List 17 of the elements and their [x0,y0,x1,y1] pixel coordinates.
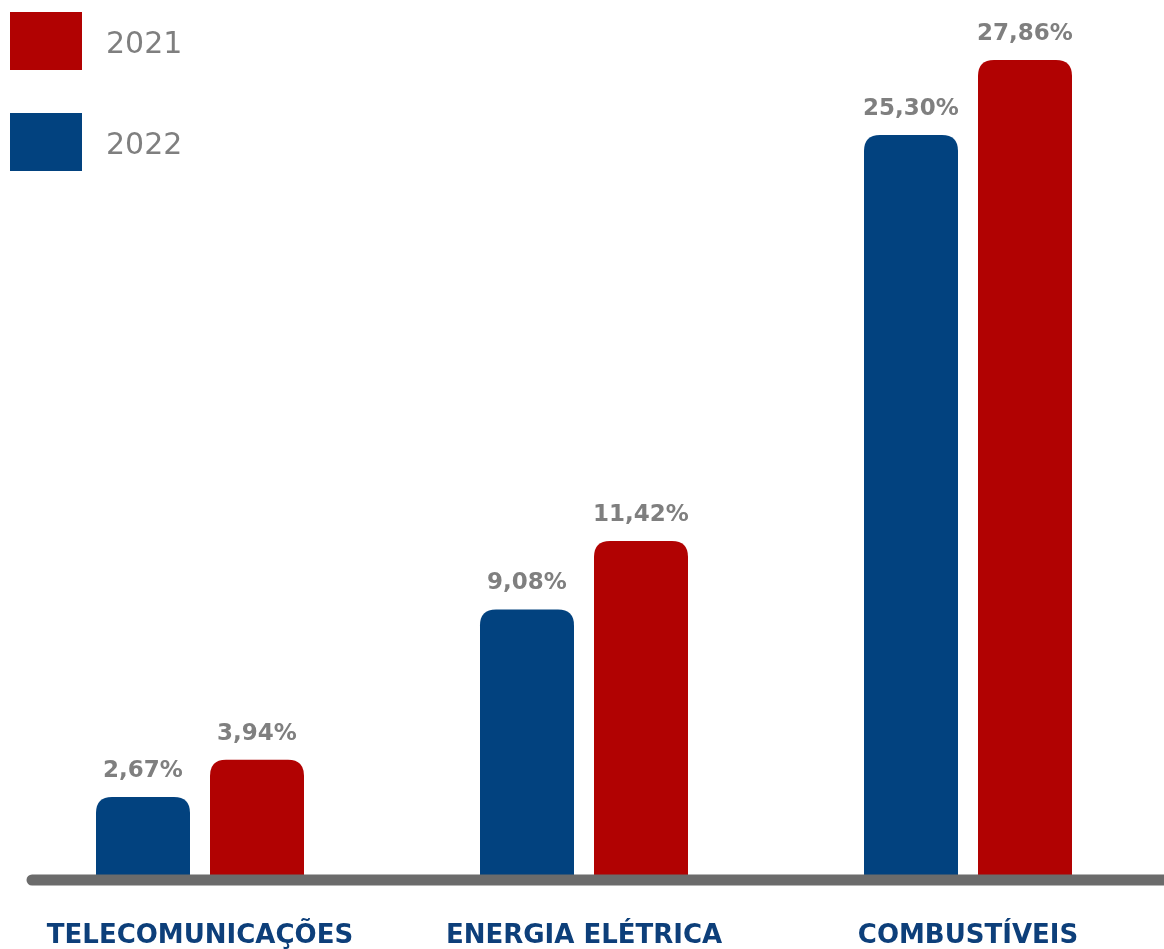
data-label: 11,42% [593,499,689,526]
bar [210,759,304,875]
bar [864,134,958,875]
data-label: 2,67% [103,755,183,782]
data-label: 27,86% [977,19,1073,45]
x-tick-label: COMBUSTÍVEIS [857,918,1079,949]
x-tick-label: TELECOMUNICAÇÕES [46,918,354,949]
x-tick-label: ENERGIA ELÉTRICA [445,918,723,949]
legend-label: 2021 [106,25,183,60]
bar [594,540,688,875]
bar [978,60,1072,875]
bar [480,609,574,875]
data-label: 3,94% [217,718,297,745]
bar [96,796,190,875]
legend-label: 2022 [106,126,183,161]
data-label: 9,08% [487,568,567,595]
data-label: 25,30% [863,93,959,120]
